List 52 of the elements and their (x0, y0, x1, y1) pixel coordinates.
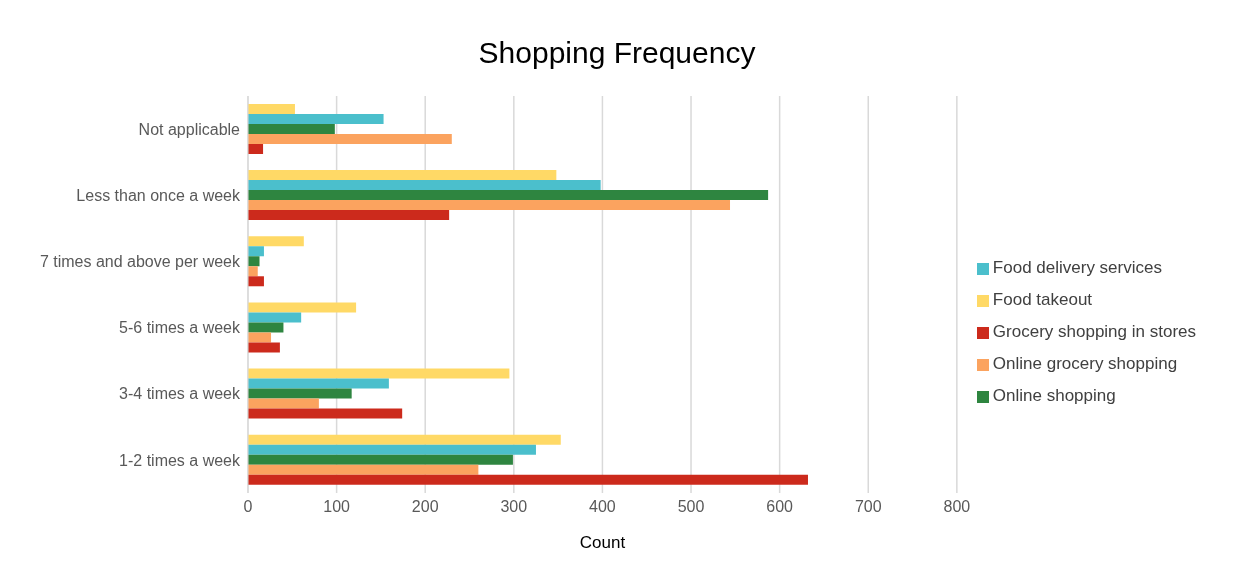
bar (248, 454, 513, 465)
y-tick-label: Less than once a week (76, 186, 241, 204)
y-tick-label: 7 times and above per week (39, 253, 241, 271)
x-tick-label: 100 (323, 498, 351, 516)
bar (248, 434, 561, 445)
x-tick-label: 600 (766, 498, 794, 516)
x-tick-label: 500 (677, 498, 705, 516)
bar (248, 170, 557, 181)
chart-title: Shopping Frequency (477, 35, 757, 71)
bar (248, 398, 319, 409)
bar (248, 368, 510, 379)
bar (248, 388, 352, 399)
bar (248, 113, 384, 124)
y-tick-label: 5-6 times a week (119, 319, 241, 337)
x-tick-label: 0 (243, 498, 253, 516)
x-tick-label: 200 (411, 498, 439, 516)
legend-label: Online grocery shopping (992, 354, 1178, 373)
bar (248, 123, 335, 134)
x-tick-label: 400 (589, 498, 616, 516)
bar (248, 236, 304, 247)
bar (248, 180, 601, 191)
bar (248, 378, 389, 389)
bar (248, 474, 808, 485)
bar (248, 190, 769, 201)
bar (248, 408, 403, 419)
legend-label: Food takeout (992, 290, 1093, 309)
bar (248, 322, 284, 333)
bar (248, 246, 264, 257)
bar (248, 133, 452, 144)
bar (248, 103, 295, 114)
bar (248, 143, 264, 154)
bar (248, 464, 479, 475)
x-axis-title: Count (579, 533, 626, 552)
x-tick-label: 800 (943, 498, 971, 516)
bar (248, 444, 536, 455)
x-tick-label: 700 (854, 498, 882, 516)
y-tick-label: Not applicable (138, 120, 241, 138)
bar (248, 266, 258, 277)
bar (248, 276, 264, 287)
bar (248, 312, 302, 323)
bar (248, 200, 731, 211)
legend-label: Grocery shopping in stores (992, 322, 1196, 341)
bar (248, 342, 280, 353)
bar (248, 302, 357, 313)
legend-label: Online shopping (992, 386, 1116, 405)
bar (248, 256, 260, 267)
x-tick-label: 300 (500, 498, 528, 516)
y-tick-label: 1-2 times a week (119, 451, 241, 469)
legend-label: Food delivery services (992, 258, 1162, 277)
bar (248, 210, 450, 221)
y-tick-label: 3-4 times a week (119, 385, 241, 403)
bar (248, 332, 272, 343)
